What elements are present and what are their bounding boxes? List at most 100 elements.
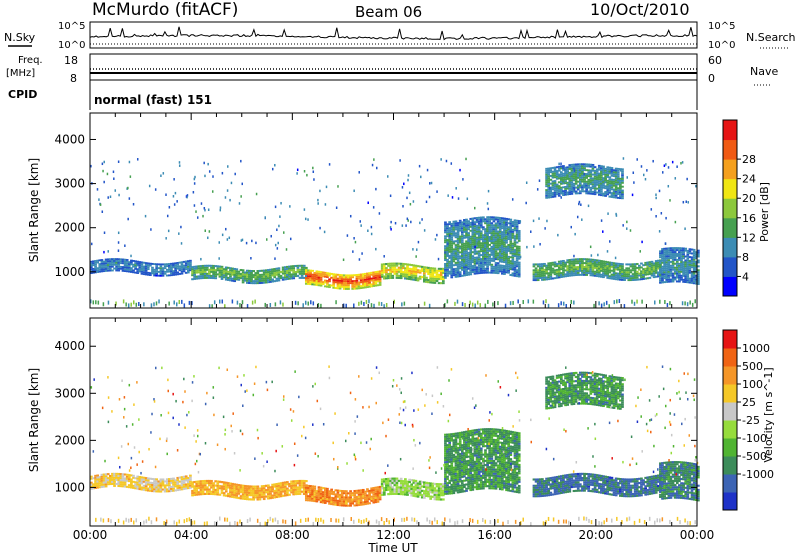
echo-cell bbox=[595, 191, 599, 194]
echo-cell bbox=[270, 234, 272, 238]
echo-cell bbox=[376, 498, 380, 501]
echo-cell bbox=[482, 263, 485, 266]
echo-cell bbox=[315, 283, 319, 286]
echo-cell bbox=[380, 480, 384, 483]
echo-cell bbox=[260, 279, 264, 282]
echo-cell bbox=[533, 245, 535, 248]
echo-cell bbox=[581, 184, 584, 187]
echo-cell bbox=[572, 171, 576, 174]
echo-cell bbox=[237, 276, 241, 279]
echo-cell bbox=[473, 266, 477, 269]
echo-cell bbox=[663, 277, 666, 280]
echo-cell bbox=[121, 483, 125, 486]
echo-cell bbox=[399, 277, 403, 280]
echo-cell bbox=[228, 236, 231, 240]
echo-cell bbox=[545, 167, 548, 170]
echo-cell bbox=[562, 167, 565, 169]
echo-cell bbox=[271, 167, 274, 171]
echo-cell bbox=[423, 278, 426, 281]
echo-cell bbox=[378, 492, 382, 495]
echo-cell bbox=[665, 257, 669, 260]
echo-cell bbox=[304, 274, 308, 277]
echo-cell bbox=[543, 278, 546, 281]
echo-cell bbox=[332, 491, 336, 494]
echo-cell bbox=[671, 254, 675, 257]
echo-cell bbox=[602, 167, 605, 170]
echo-cell bbox=[304, 277, 308, 279]
echo-cell bbox=[342, 504, 346, 507]
echo-cell bbox=[408, 277, 411, 281]
echo-cell bbox=[612, 266, 616, 269]
echo-cell bbox=[175, 521, 178, 526]
echo-cell bbox=[612, 262, 616, 265]
echo-cell bbox=[224, 266, 228, 269]
echo-cell bbox=[366, 498, 369, 501]
echo-cell bbox=[517, 220, 521, 223]
echo-cell bbox=[610, 182, 614, 185]
echo-cell bbox=[600, 188, 603, 191]
echo-cell bbox=[446, 299, 449, 304]
echo-cell bbox=[309, 487, 312, 490]
echo-cell bbox=[239, 277, 243, 280]
echo-cell bbox=[330, 496, 333, 499]
echo-cell bbox=[338, 274, 342, 276]
echo-cell bbox=[487, 243, 489, 246]
echo-cell bbox=[450, 162, 453, 165]
echo-cell bbox=[479, 250, 483, 253]
echo-cell bbox=[512, 300, 514, 305]
echo-cell bbox=[231, 277, 234, 280]
echo-cell bbox=[545, 299, 547, 304]
echo-cell bbox=[458, 237, 462, 240]
echo-cell bbox=[174, 479, 178, 482]
echo-cell bbox=[321, 275, 325, 278]
echo-cell bbox=[694, 264, 698, 267]
echo-cell bbox=[186, 267, 190, 270]
echo-cell bbox=[486, 234, 489, 237]
echo-cell bbox=[612, 178, 616, 181]
echo-cell bbox=[593, 270, 597, 273]
echo-cell bbox=[589, 177, 593, 180]
echo-cell bbox=[507, 271, 511, 274]
echo-cell bbox=[254, 496, 258, 499]
echo-cell bbox=[675, 254, 679, 257]
echo-cell bbox=[106, 262, 110, 265]
echo-cell bbox=[298, 482, 302, 485]
echo-cell bbox=[659, 250, 662, 253]
echo-cell bbox=[574, 169, 578, 172]
echo-cell bbox=[652, 264, 656, 267]
echo-cell bbox=[684, 275, 688, 278]
echo-cell bbox=[602, 165, 605, 168]
echo-cell bbox=[134, 481, 137, 484]
echo-cell bbox=[241, 486, 245, 489]
echo-cell bbox=[241, 300, 244, 305]
echo-cell bbox=[517, 275, 521, 278]
echo-cell bbox=[170, 481, 173, 484]
echo-cell bbox=[307, 271, 310, 274]
echo-cell bbox=[188, 517, 191, 522]
echo-cell bbox=[450, 272, 454, 275]
echo-cell bbox=[414, 270, 418, 273]
echo-cell bbox=[621, 197, 624, 200]
echo-cell bbox=[115, 260, 118, 262]
echo-cell bbox=[294, 275, 298, 278]
echo-cell bbox=[555, 172, 559, 174]
echo-cell bbox=[406, 263, 409, 266]
echo-cell bbox=[401, 273, 405, 276]
echo-cell bbox=[597, 189, 601, 192]
echo-cell bbox=[182, 485, 186, 488]
echo-cell bbox=[515, 241, 519, 244]
echo-cell bbox=[636, 299, 638, 304]
echo-cell bbox=[686, 177, 688, 181]
echo-cell bbox=[104, 260, 108, 263]
echo-cell bbox=[544, 227, 546, 230]
echo-cell bbox=[690, 252, 694, 255]
echo-cell bbox=[568, 181, 572, 184]
echo-cell bbox=[688, 261, 692, 264]
echo-cell bbox=[557, 519, 560, 524]
echo-cell bbox=[456, 265, 460, 268]
echo-cell bbox=[606, 175, 610, 178]
echo-cell bbox=[106, 267, 110, 270]
echo-cell bbox=[689, 521, 691, 526]
echo-cell bbox=[621, 278, 624, 281]
echo-cell bbox=[389, 194, 392, 198]
